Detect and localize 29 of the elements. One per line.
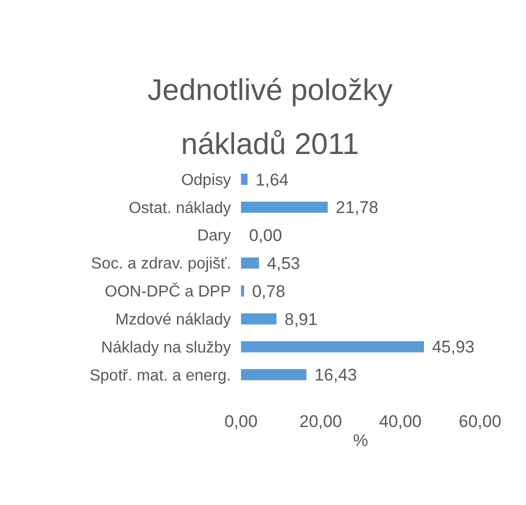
x-tick-label: 20,00: [299, 412, 342, 432]
x-tick-label: 40,00: [379, 412, 422, 432]
y-tick-label: Mzdové náklady: [115, 311, 231, 328]
data-label: 16,43: [314, 366, 357, 385]
data-label: 0,00: [249, 226, 282, 246]
x-tick-label: 60,00: [458, 412, 502, 432]
bar: [241, 285, 244, 297]
y-tick-label: Soc. a zdrav. pojišť.: [91, 256, 231, 273]
data-label: 0,78: [252, 282, 286, 301]
bar: [241, 257, 260, 269]
x-tick-label: 0,00: [224, 412, 258, 432]
y-tick-label: Náklady na služby: [101, 339, 231, 356]
x-axis-title: %: [352, 431, 368, 450]
data-label: 21,78: [336, 198, 378, 218]
bar: [241, 341, 424, 352]
bar: [241, 174, 248, 185]
y-tick-label: OON-DPČ a DPP: [104, 282, 231, 301]
chart-title: Jednotlivé položky nákladů 2011: [147, 74, 393, 161]
data-label: 4,53: [267, 254, 300, 273]
data-label: 8,91: [284, 310, 318, 329]
y-tick-label: Spotř. mat. a energ.: [90, 367, 231, 384]
y-tick-label: Odpisy: [181, 172, 231, 189]
bar: [241, 369, 306, 380]
data-label: 1,64: [256, 170, 289, 190]
data-label: 45,93: [432, 338, 474, 357]
bar: [241, 202, 328, 213]
bar: [241, 313, 276, 324]
y-tick-label: Dary: [197, 228, 231, 245]
y-tick-label: Ostat. náklady: [128, 200, 231, 217]
